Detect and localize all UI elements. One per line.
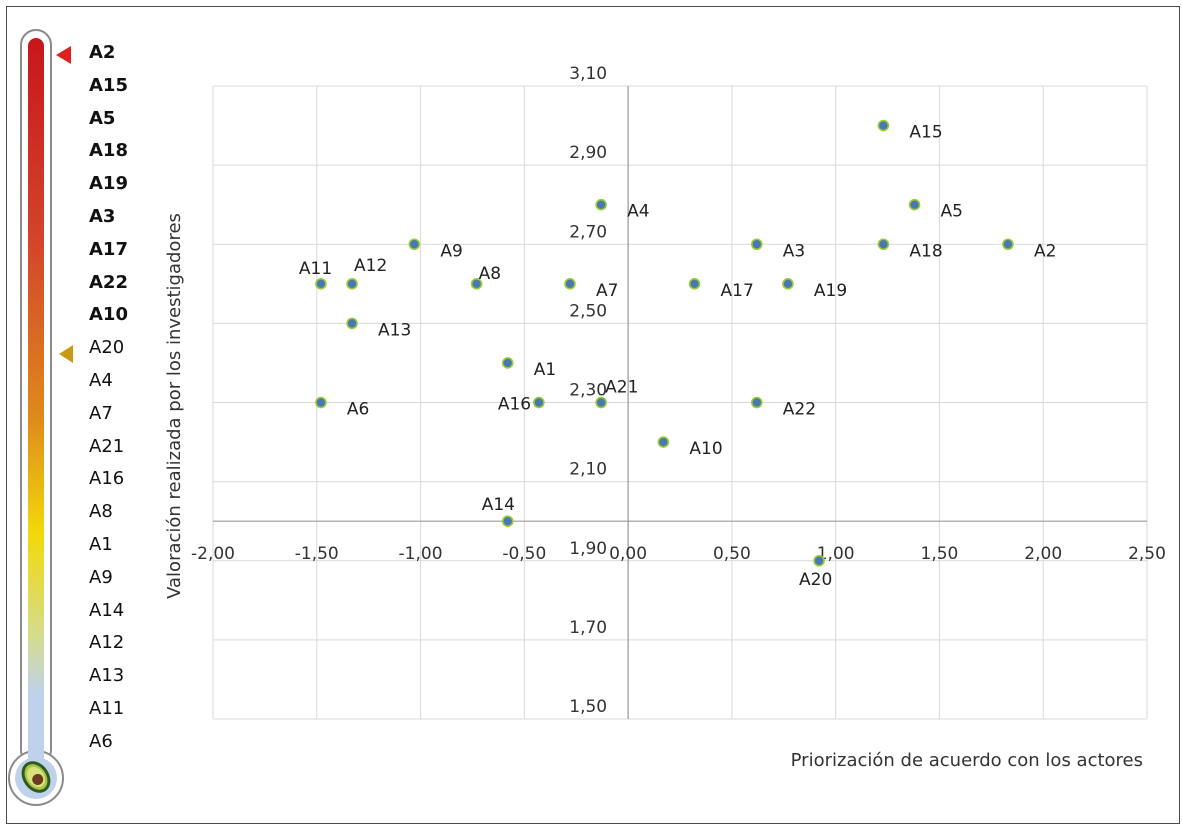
x-tick-label: -1,50 bbox=[295, 544, 339, 564]
ranking-item-a1: A1 bbox=[89, 533, 113, 555]
y-tick-label: 2,90 bbox=[569, 143, 607, 163]
data-point bbox=[782, 278, 794, 290]
point-label: A7 bbox=[596, 281, 618, 301]
ranking-item-a20: A20 bbox=[89, 337, 125, 359]
top-rank-marker bbox=[56, 46, 71, 64]
ranking-item-a6: A6 bbox=[89, 730, 113, 752]
point-label: A1 bbox=[534, 360, 556, 380]
x-tick-label: 1,50 bbox=[921, 544, 959, 564]
x-tick-label: -1,00 bbox=[399, 544, 443, 564]
point-label: A15 bbox=[909, 123, 942, 143]
data-point bbox=[908, 198, 921, 211]
ranking-item-a11: A11 bbox=[89, 697, 125, 719]
point-label: A5 bbox=[941, 202, 963, 222]
point-label: A4 bbox=[627, 202, 649, 222]
point-label: A10 bbox=[689, 439, 722, 459]
x-tick-label: 2,00 bbox=[1024, 544, 1062, 564]
ranking-item-a15: A15 bbox=[89, 74, 128, 96]
ranking-list: A2 A15 A5 A18 A19 A3 A17 A22 A10 A20 A4 A7 A21 A16 A8 A… bbox=[89, 37, 128, 759]
point-label: A20 bbox=[799, 570, 832, 590]
data-point bbox=[1002, 238, 1014, 251]
data-point bbox=[750, 238, 763, 251]
ranking-item-a7: A7 bbox=[89, 402, 113, 424]
ranking-item-a4: A4 bbox=[89, 369, 113, 391]
data-point bbox=[501, 515, 514, 527]
ranking-item-a19: A19 bbox=[89, 173, 128, 195]
ranking-item-a21: A21 bbox=[89, 435, 125, 457]
point-label: A13 bbox=[378, 320, 411, 340]
y-tick-label: 2,70 bbox=[569, 222, 607, 242]
point-label: A9 bbox=[440, 241, 462, 261]
point-label: A16 bbox=[498, 395, 531, 415]
data-point bbox=[408, 238, 421, 251]
point-label: A18 bbox=[909, 241, 942, 261]
point-label: A21 bbox=[605, 378, 638, 398]
data-point bbox=[501, 357, 514, 369]
data-point bbox=[813, 554, 825, 567]
ranking-item-a14: A14 bbox=[89, 599, 125, 621]
threshold-marker bbox=[59, 345, 73, 363]
point-label: A6 bbox=[347, 400, 369, 420]
data-point bbox=[877, 119, 890, 132]
data-point bbox=[346, 278, 358, 290]
ranking-item-a16: A16 bbox=[89, 468, 125, 490]
x-tick-label: 1,00 bbox=[817, 544, 855, 564]
data-point bbox=[657, 436, 670, 448]
y-tick-label: 1,70 bbox=[569, 618, 607, 638]
x-tick-label: 0,50 bbox=[713, 544, 751, 564]
plot-area: -2,00 -1,50 -1,00 -0,50 0,00 0,50 1,00 1,50 2,00… bbox=[164, 64, 1166, 771]
data-point bbox=[346, 317, 358, 330]
ranking-item-a17: A17 bbox=[89, 238, 128, 260]
ranking-item-a2: A2 bbox=[89, 42, 116, 63]
point-label: A2 bbox=[1034, 241, 1056, 261]
data-point bbox=[564, 278, 576, 290]
x-tick-label: -2,00 bbox=[191, 544, 235, 564]
y-axis-title: Valoración realizada por los investigado… bbox=[164, 213, 185, 599]
y-tick-label: 1,50 bbox=[569, 697, 607, 717]
x-tick-label: 2,50 bbox=[1128, 544, 1166, 564]
data-point bbox=[533, 396, 545, 409]
data-point bbox=[315, 396, 327, 409]
x-axis-title: Priorización de acuerdo con los actores bbox=[791, 750, 1143, 771]
y-tick-label: 2,50 bbox=[569, 301, 607, 321]
ranking-item-a12: A12 bbox=[89, 632, 125, 654]
data-point bbox=[877, 238, 890, 251]
ranking-item-a18: A18 bbox=[89, 140, 128, 162]
point-label: A11 bbox=[299, 259, 332, 279]
point-label: A3 bbox=[783, 241, 805, 261]
y-tick-label: 1,90 bbox=[569, 539, 607, 559]
y-tick-label: 3,10 bbox=[569, 64, 607, 84]
ranking-item-a13: A13 bbox=[89, 665, 125, 687]
ranking-item-a3: A3 bbox=[89, 205, 116, 227]
data-point bbox=[470, 278, 483, 290]
ranking-item-a22: A22 bbox=[89, 271, 128, 293]
ranking-item-a10: A10 bbox=[89, 304, 128, 326]
point-label: A12 bbox=[354, 256, 387, 276]
data-point bbox=[595, 198, 607, 211]
point-label: A17 bbox=[721, 281, 754, 301]
data-point bbox=[750, 396, 763, 409]
ranking-item-a5: A5 bbox=[89, 107, 116, 129]
thermometer-fill bbox=[28, 38, 44, 768]
data-point bbox=[688, 278, 701, 290]
thermometer bbox=[8, 29, 64, 806]
point-label: A8 bbox=[479, 264, 501, 284]
avocado-icon bbox=[21, 761, 51, 793]
figure-frame bbox=[6, 6, 1180, 824]
ranking-item-a8: A8 bbox=[89, 501, 113, 523]
point-label: A19 bbox=[814, 281, 847, 301]
y-tick-label: 2,10 bbox=[569, 460, 607, 480]
x-tick-label: -0,50 bbox=[502, 544, 546, 564]
data-point bbox=[315, 278, 327, 290]
data-point bbox=[595, 396, 607, 409]
point-label: A14 bbox=[482, 495, 515, 515]
y-tick-label: 2,30 bbox=[569, 381, 607, 401]
ranking-item-a9: A9 bbox=[89, 566, 113, 588]
point-label: A22 bbox=[783, 400, 816, 420]
x-tick-label: 0,00 bbox=[609, 544, 647, 564]
